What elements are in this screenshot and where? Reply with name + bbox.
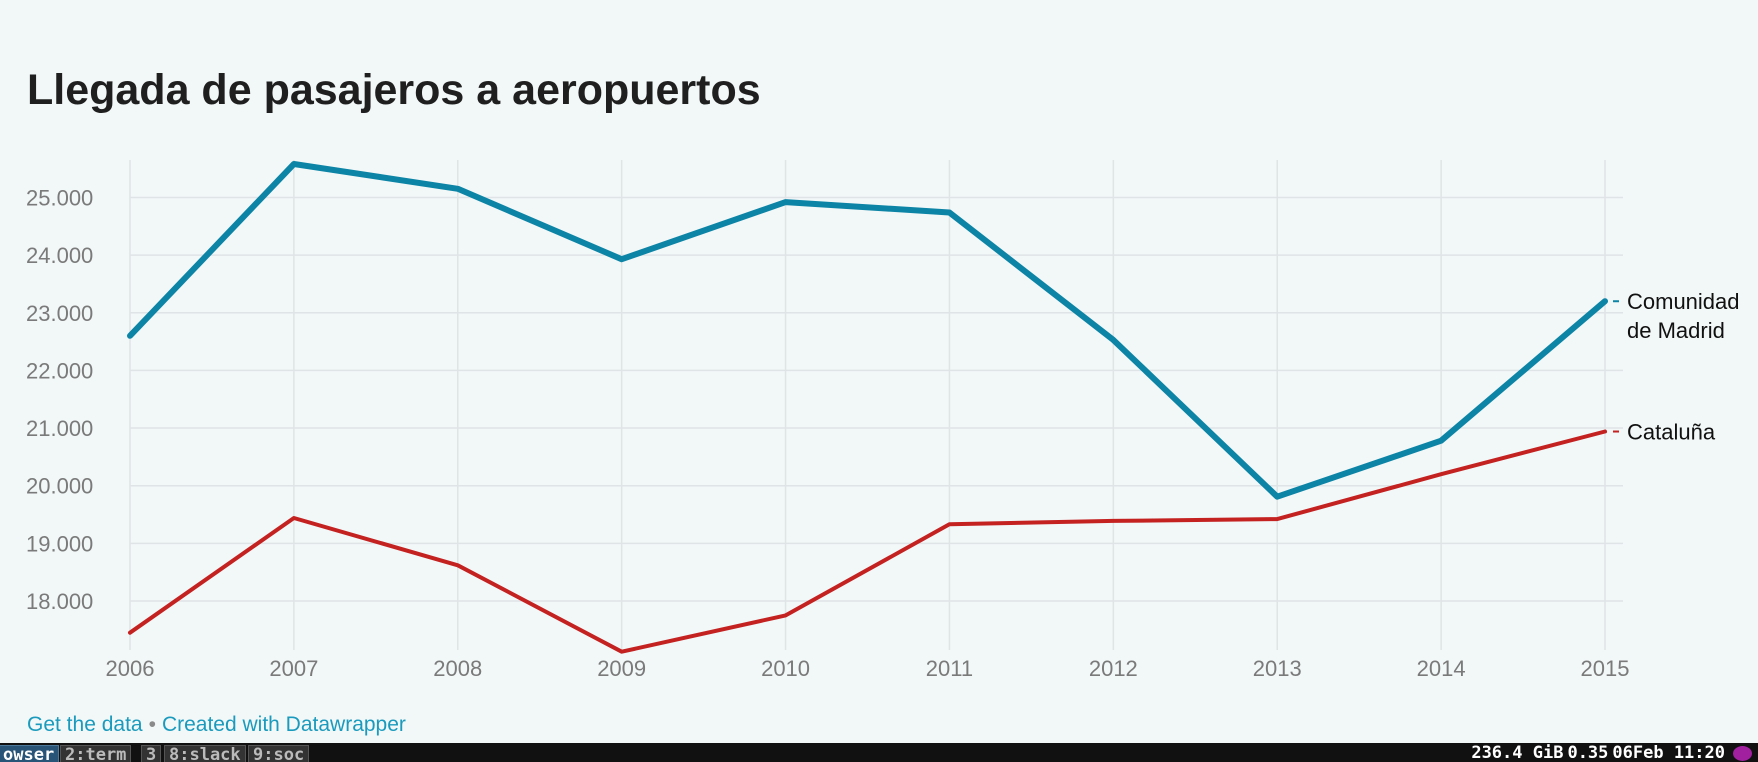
system-taskbar: owser 2:term 3 8:slack 9:soc 236.4 GiB 0… — [0, 743, 1758, 762]
x-tick-label: 2011 — [926, 656, 973, 681]
series-line-cataluna — [128, 429, 1607, 654]
clock: 06Feb 11:20 — [1612, 743, 1725, 762]
x-tick-label: 2009 — [597, 656, 646, 681]
y-tick-label: 22.000 — [26, 358, 93, 383]
y-tick-label: 21.000 — [26, 416, 93, 441]
x-tick-label: 2015 — [1581, 656, 1630, 681]
x-tick-label: 2008 — [433, 656, 482, 681]
chart-title: Llegada de pasajeros a aeropuertos — [27, 66, 761, 114]
chart-footer: Get the data • Created with Datawrapper — [27, 713, 406, 737]
y-axis-tick-labels: 18.000 19.000 20.000 21.000 22.000 23.000 24.0… — [26, 185, 93, 614]
series-label: Comunidad de Madrid — [1627, 289, 1740, 343]
workspace-3[interactable]: 3 — [141, 745, 162, 762]
line-chart: 18.000 19.000 20.000 21.000 22.000 23.000 24.0… — [26, 160, 1740, 681]
workspace-term[interactable]: 2:term — [60, 745, 132, 762]
x-tick-label: 2013 — [1253, 656, 1302, 681]
workspace-slack[interactable]: 8:slack — [164, 745, 246, 762]
x-tick-label: 2006 — [106, 656, 155, 681]
datawrapper-link[interactable]: Created with Datawrapper — [161, 713, 406, 736]
y-tick-label: 18.000 — [26, 589, 93, 614]
y-tick-label: 19.000 — [26, 531, 93, 556]
get-data-link[interactable]: Get the data — [27, 713, 143, 736]
status-bar: 236.4 GiB 0.35 06Feb 11:20 — [1469, 744, 1758, 762]
chart-grid — [129, 160, 1623, 650]
x-tick-label: 2007 — [269, 656, 318, 681]
x-axis-tick-labels: 2006 2007 2008 2009 2010 2011 2012 2013 2014 2015 — [106, 656, 1630, 681]
workspace-soc[interactable]: 9:soc — [248, 745, 310, 762]
disk-status: 236.4 GiB — [1471, 743, 1564, 762]
y-tick-label: 20.000 — [26, 474, 93, 499]
tray-icon[interactable] — [1727, 744, 1758, 762]
footer-separator: • — [148, 713, 156, 736]
x-tick-label: 2012 — [1089, 656, 1138, 681]
x-tick-label: 2014 — [1417, 656, 1466, 681]
series-labels: Comunidad de Madrid Cataluña — [1613, 289, 1740, 445]
y-tick-label: 23.000 — [26, 301, 93, 326]
workspace-browser[interactable]: owser — [0, 745, 60, 762]
y-tick-label: 25.000 — [26, 185, 93, 210]
series-lines — [127, 161, 1608, 654]
x-tick-label: 2010 — [761, 656, 810, 681]
series-line-madrid — [127, 161, 1608, 500]
series-label: Cataluña — [1627, 420, 1716, 445]
load-status: 0.35 — [1567, 743, 1609, 762]
y-tick-label: 24.000 — [26, 243, 93, 268]
